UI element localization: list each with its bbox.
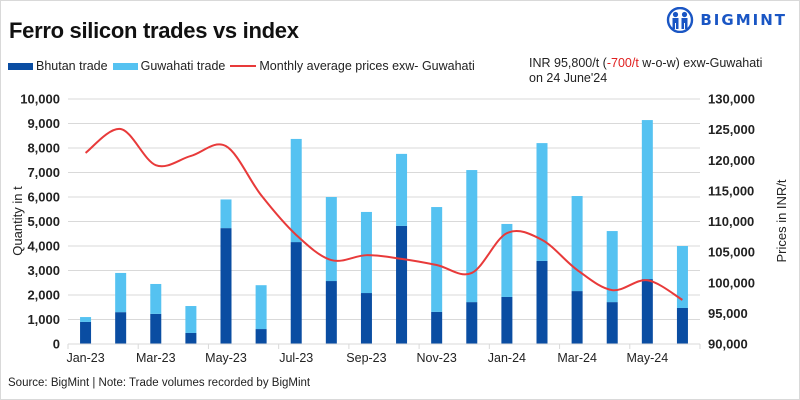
y2-tick-label: 105,000: [708, 245, 755, 260]
bar-guwahati: [290, 138, 302, 243]
y2-tick-label: 125,000: [708, 122, 755, 137]
bar-bhutan: [536, 260, 548, 344]
bar-guwahati: [80, 317, 92, 322]
y2-tick-label: 110,000: [708, 214, 754, 229]
y2-tick-label: 90,000: [708, 337, 748, 352]
bar-bhutan: [80, 321, 92, 344]
bar-bhutan: [115, 312, 127, 344]
y2-axis-label: Prices in INR/t: [774, 179, 789, 262]
bar-guwahati: [185, 306, 197, 333]
bar-bhutan: [431, 311, 443, 344]
legend-swatch-bhutan: [8, 62, 33, 70]
bar-bhutan: [466, 302, 478, 344]
y-tick-label: 8,000: [27, 141, 60, 156]
price-line: [84, 128, 683, 301]
bar-bhutan: [150, 313, 162, 344]
bar-guwahati: [220, 199, 232, 229]
y-tick-label: 0: [53, 337, 60, 352]
bar-guwahati: [676, 246, 688, 308]
bar-guwahati: [501, 223, 513, 297]
y-tick-label: 1,000: [27, 312, 60, 327]
bar-bhutan: [501, 296, 513, 344]
legend-item-price: Monthly average prices exw- Guwahati: [230, 59, 475, 73]
y-tick-label: 2,000: [27, 288, 60, 303]
note-prefix: INR 95,800/t (: [529, 56, 607, 70]
y2-tick-label: 120,000: [708, 153, 755, 168]
brand-logo: BIGMINT: [666, 7, 787, 33]
legend-label: Monthly average prices exw- Guwahati: [259, 59, 475, 73]
gridlines: [68, 98, 700, 320]
x-tick-label: Jan-23: [66, 351, 104, 365]
bar-guwahati: [255, 285, 267, 330]
y2-tick-label: 100,000: [708, 275, 755, 290]
y-tick-label: 9,000: [27, 116, 60, 131]
bar-guwahati: [466, 170, 478, 303]
bar-guwahati: [641, 120, 653, 280]
note-date: on 24 June'24: [529, 71, 608, 85]
bar-bhutan: [571, 291, 583, 344]
y-axis-label: Quantity in t: [10, 186, 25, 256]
legend-label: Bhutan trade: [36, 59, 108, 73]
x-tick-label: Nov-23: [417, 351, 457, 365]
bar-bhutan: [325, 281, 337, 344]
y-tick-label: 6,000: [27, 190, 60, 205]
bigmint-people-icon: [667, 7, 694, 33]
x-tick-label: Jan-24: [488, 351, 526, 365]
y-tick-label: 5,000: [27, 214, 60, 229]
y-tick-label: 7,000: [27, 165, 60, 180]
bar-bhutan: [641, 279, 653, 344]
bar-guwahati: [536, 143, 548, 261]
brand-name: BIGMINT: [700, 11, 787, 29]
chart-legend: Bhutan trade Guwahati trade Monthly aver…: [8, 59, 480, 73]
y2-tick-label: 115,000: [708, 183, 754, 198]
source-footer: Source: BigMint | Note: Trade volumes re…: [8, 377, 311, 389]
bar-guwahati: [325, 197, 337, 282]
bar-guwahati: [115, 272, 127, 313]
bar-bhutan: [290, 242, 302, 344]
note-change: -700/t: [606, 56, 639, 70]
bar-guwahati: [396, 153, 408, 226]
bar-guwahati: [150, 283, 162, 314]
x-tick-label: May-23: [205, 351, 247, 365]
bar-bhutan: [606, 302, 618, 344]
price-note: INR 95,800/t (-700/t w-o-w) exw-Guwahati…: [529, 56, 762, 86]
price-line-group: [84, 128, 683, 301]
legend-swatch-guwahati: [112, 62, 138, 70]
bar-bhutan: [255, 329, 267, 344]
chart-title: Ferro silicon trades vs index: [9, 18, 299, 43]
bar-bhutan: [676, 307, 688, 344]
bar-guwahati: [431, 207, 443, 312]
bar-bhutan: [360, 293, 372, 344]
y-tick-label: 10,000: [20, 92, 60, 107]
y-tick-label: 3,000: [27, 263, 60, 278]
legend-swatch-price: [230, 65, 257, 67]
bars: [80, 120, 688, 344]
bar-guwahati: [571, 196, 583, 292]
bar-bhutan: [396, 225, 408, 344]
bar-bhutan: [185, 332, 197, 344]
bar-guwahati: [606, 231, 618, 303]
bar-bhutan: [220, 228, 232, 344]
axes: 0 1,000 2,000 3,000 4,000 5,000 6,000 7,000 8,00…: [20, 92, 755, 366]
legend-label: Guwahati trade: [140, 59, 226, 73]
x-tick-label: May-24: [626, 351, 668, 365]
legend-item-bhutan: Bhutan trade: [8, 59, 108, 73]
y2-tick-label: 130,000: [708, 92, 755, 107]
legend-item-guwahati: Guwahati trade: [112, 59, 226, 73]
y-tick-label: 4,000: [27, 239, 60, 254]
bar-guwahati: [360, 211, 372, 294]
x-tick-label: Jul-23: [279, 351, 313, 365]
y2-tick-label: 95,000: [708, 306, 748, 321]
x-tick-label: Sep-23: [346, 351, 386, 365]
x-tick-label: Mar-23: [136, 351, 176, 365]
note-suffix: w-o-w) exw-Guwahati: [638, 56, 763, 70]
x-tick-label: Mar-24: [557, 351, 597, 365]
